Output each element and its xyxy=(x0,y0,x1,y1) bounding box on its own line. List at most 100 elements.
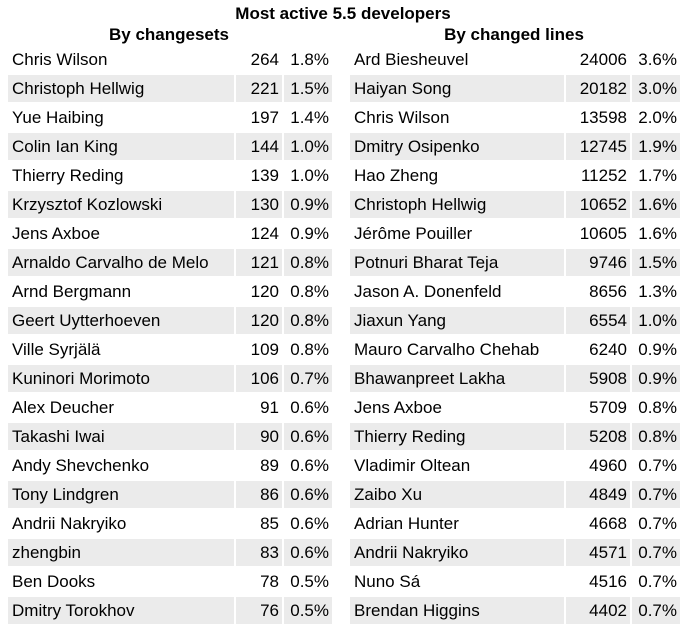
developer-count: 221 xyxy=(234,75,282,104)
developer-percent: 0.6% xyxy=(282,452,332,481)
developer-name: Andy Shevchenko xyxy=(6,452,234,481)
developer-name: Zaibo Xu xyxy=(348,481,564,510)
developer-percent: 1.5% xyxy=(282,75,332,104)
table-row: Brendan Higgins 4402 0.7% xyxy=(348,597,680,626)
table-row: Thierry Reding 139 1.0% xyxy=(6,162,332,191)
developer-percent: 0.8% xyxy=(630,394,680,423)
developer-name: Thierry Reding xyxy=(6,162,234,191)
developer-count: 12745 xyxy=(564,133,630,162)
table-row: Kuninori Morimoto 106 0.7% xyxy=(6,365,332,394)
developer-percent: 0.7% xyxy=(630,597,680,626)
developer-percent: 1.3% xyxy=(630,278,680,307)
developer-count: 5709 xyxy=(564,394,630,423)
table-row: Dmitry Torokhov 76 0.5% xyxy=(6,597,332,626)
developer-count: 4960 xyxy=(564,452,630,481)
developer-name: Hao Zheng xyxy=(348,162,564,191)
table-row: Arnd Bergmann 120 0.8% xyxy=(6,278,332,307)
developer-count: 106 xyxy=(234,365,282,394)
developer-name: Brendan Higgins xyxy=(348,597,564,626)
developer-count: 13598 xyxy=(564,104,630,133)
developer-count: 5208 xyxy=(564,423,630,452)
table-row: Andy Shevchenko 89 0.6% xyxy=(6,452,332,481)
developer-name: Potnuri Bharat Teja xyxy=(348,249,564,278)
developer-count: 197 xyxy=(234,104,282,133)
developer-percent: 0.7% xyxy=(630,539,680,568)
developer-name: Thierry Reding xyxy=(348,423,564,452)
developer-name: Bhawanpreet Lakha xyxy=(348,365,564,394)
developer-count: 4516 xyxy=(564,568,630,597)
developer-name: Ben Dooks xyxy=(6,568,234,597)
developer-count: 90 xyxy=(234,423,282,452)
developer-count: 91 xyxy=(234,394,282,423)
developer-count: 124 xyxy=(234,220,282,249)
table-row: Adrian Hunter 4668 0.7% xyxy=(348,510,680,539)
table-row: Chris Wilson 13598 2.0% xyxy=(348,104,680,133)
table-row: Ben Dooks 78 0.5% xyxy=(6,568,332,597)
developer-count: 78 xyxy=(234,568,282,597)
developer-count: 121 xyxy=(234,249,282,278)
developer-percent: 1.4% xyxy=(282,104,332,133)
developer-percent: 1.6% xyxy=(630,220,680,249)
developer-percent: 0.6% xyxy=(282,481,332,510)
developer-percent: 0.7% xyxy=(630,568,680,597)
developer-name: Christoph Hellwig xyxy=(348,191,564,220)
developer-name: Krzysztof Kozlowski xyxy=(6,191,234,220)
developer-count: 85 xyxy=(234,510,282,539)
developer-name: Vladimir Oltean xyxy=(348,452,564,481)
table-row: Christoph Hellwig 10652 1.6% xyxy=(348,191,680,220)
developer-count: 5908 xyxy=(564,365,630,394)
table-row: Tony Lindgren 86 0.6% xyxy=(6,481,332,510)
developer-percent: 0.8% xyxy=(282,307,332,336)
developer-percent: 0.5% xyxy=(282,597,332,626)
developer-name: Jiaxun Yang xyxy=(348,307,564,336)
table-row: Mauro Carvalho Chehab 6240 0.9% xyxy=(348,336,680,365)
developer-count: 120 xyxy=(234,307,282,336)
developer-name: Arnd Bergmann xyxy=(6,278,234,307)
developer-name: Adrian Hunter xyxy=(348,510,564,539)
developer-count: 4571 xyxy=(564,539,630,568)
table-row: Colin Ian King 144 1.0% xyxy=(6,133,332,162)
table-row: Jason A. Donenfeld 8656 1.3% xyxy=(348,278,680,307)
developer-count: 20182 xyxy=(564,75,630,104)
developer-percent: 0.6% xyxy=(282,394,332,423)
developer-name: Dmitry Torokhov xyxy=(6,597,234,626)
developer-percent: 1.0% xyxy=(630,307,680,336)
table-row: Andrii Nakryiko 4571 0.7% xyxy=(348,539,680,568)
developer-stats-page: Most active 5.5 developers By changesets… xyxy=(6,4,680,626)
developer-name: Jens Axboe xyxy=(348,394,564,423)
developer-name: Jérôme Pouiller xyxy=(348,220,564,249)
developer-count: 9746 xyxy=(564,249,630,278)
developer-count: 76 xyxy=(234,597,282,626)
table-row: Jiaxun Yang 6554 1.0% xyxy=(348,307,680,336)
developer-count: 6240 xyxy=(564,336,630,365)
developer-name: Mauro Carvalho Chehab xyxy=(348,336,564,365)
table-row: Krzysztof Kozlowski 130 0.9% xyxy=(6,191,332,220)
developer-percent: 0.9% xyxy=(282,220,332,249)
developer-percent: 3.6% xyxy=(630,46,680,75)
changed-lines-table: Ard Biesheuvel 24006 3.6% Haiyan Song 20182 3… xyxy=(348,46,680,626)
developer-name: Geert Uytterhoeven xyxy=(6,307,234,336)
table-row: Zaibo Xu 4849 0.7% xyxy=(348,481,680,510)
developer-percent: 1.5% xyxy=(630,249,680,278)
table-row: Jens Axboe 5709 0.8% xyxy=(348,394,680,423)
developer-percent: 0.7% xyxy=(630,510,680,539)
developer-count: 139 xyxy=(234,162,282,191)
table-row: Jens Axboe 124 0.9% xyxy=(6,220,332,249)
table-row: Potnuri Bharat Teja 9746 1.5% xyxy=(348,249,680,278)
developer-count: 10605 xyxy=(564,220,630,249)
table-row: Chris Wilson 264 1.8% xyxy=(6,46,332,75)
developer-name: Tony Lindgren xyxy=(6,481,234,510)
table-row: Bhawanpreet Lakha 5908 0.9% xyxy=(348,365,680,394)
developer-count: 86 xyxy=(234,481,282,510)
developer-percent: 0.6% xyxy=(282,539,332,568)
changesets-table: Chris Wilson 264 1.8% Christoph Hellwig 221 1… xyxy=(6,46,332,626)
developer-percent: 1.0% xyxy=(282,133,332,162)
developer-count: 10652 xyxy=(564,191,630,220)
developer-count: 8656 xyxy=(564,278,630,307)
developer-percent: 0.8% xyxy=(282,249,332,278)
table-row: Hao Zheng 11252 1.7% xyxy=(348,162,680,191)
developer-percent: 1.9% xyxy=(630,133,680,162)
table-row: Arnaldo Carvalho de Melo 121 0.8% xyxy=(6,249,332,278)
developer-percent: 0.6% xyxy=(282,423,332,452)
developer-count: 144 xyxy=(234,133,282,162)
